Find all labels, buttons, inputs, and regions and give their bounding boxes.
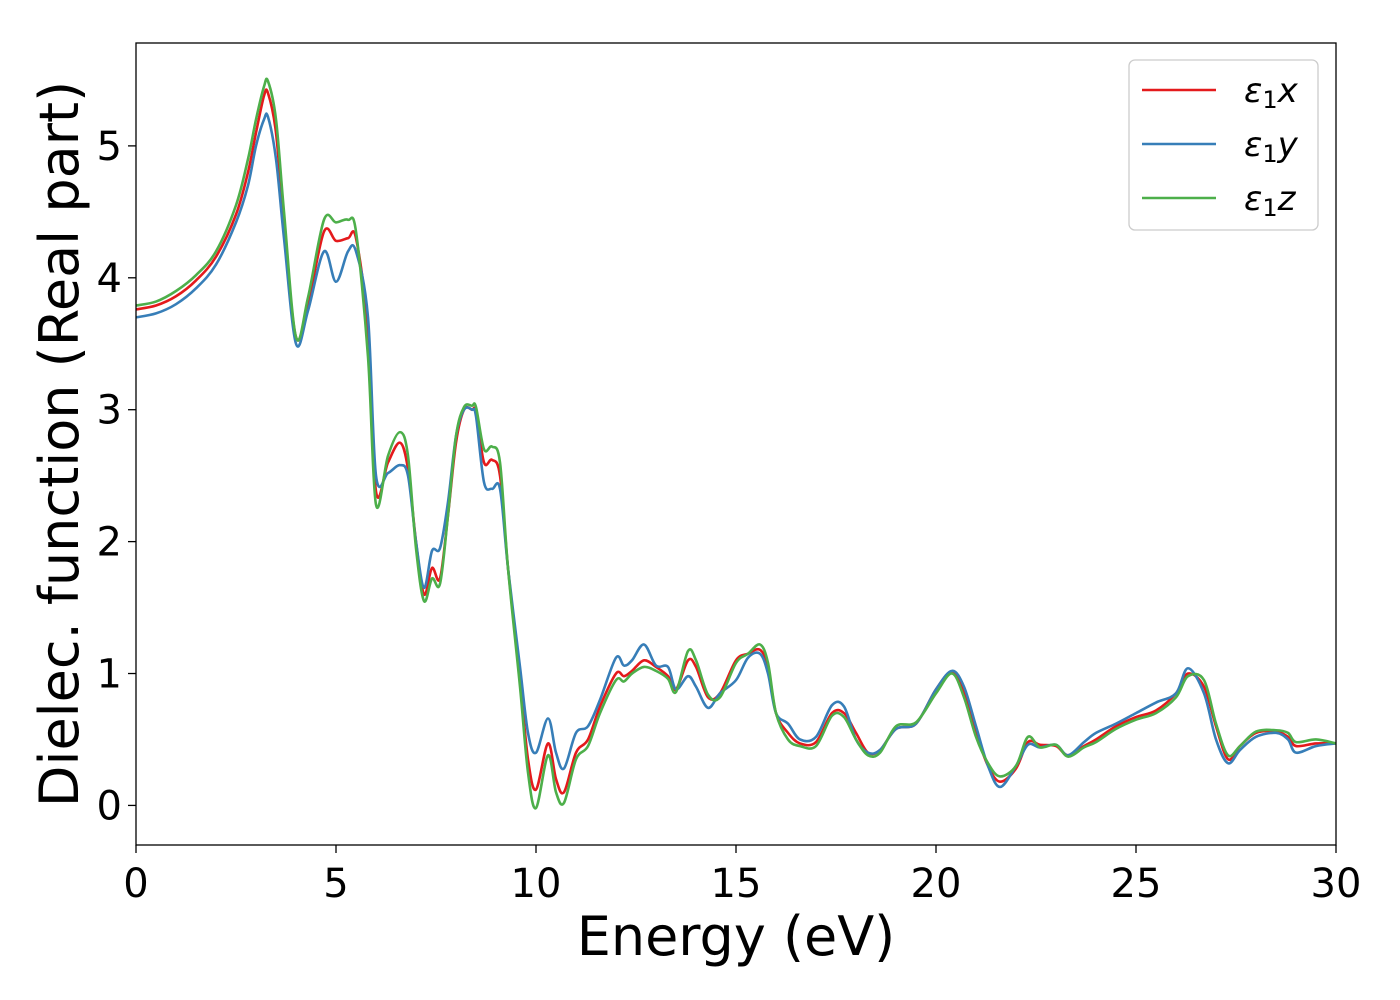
y-tick-label: 4 — [97, 256, 122, 302]
series-layer — [136, 77, 1336, 810]
y-tick-label: 0 — [97, 783, 122, 829]
legend-label-y: ε1y — [1244, 125, 1299, 168]
x-axis: 0 5 10 15 20 25 30 — [123, 845, 1361, 907]
x-tick-label: 0 — [123, 861, 148, 907]
legend-box — [1128, 59, 1319, 231]
legend-label-x: ε1x — [1244, 71, 1299, 114]
x-tick-label: 25 — [1111, 861, 1162, 907]
y-tick-label: 5 — [97, 124, 122, 170]
y-tick-label: 3 — [97, 388, 122, 434]
series-line-y — [136, 112, 1336, 789]
y-tick-label: 2 — [97, 520, 122, 566]
series-line-z — [136, 77, 1336, 810]
legend-label-z: ε1z — [1244, 179, 1297, 222]
y-tick-label: 1 — [97, 652, 122, 698]
legend: ε1x ε1y ε1z — [1128, 59, 1319, 231]
x-axis-title: Energy (eV) — [577, 905, 896, 968]
x-tick-label: 30 — [1311, 861, 1362, 907]
x-tick-label: 15 — [711, 861, 762, 907]
x-tick-label: 5 — [323, 861, 348, 907]
y-axis-title: Dielec. function (Real part) — [28, 81, 91, 807]
x-tick-label: 20 — [911, 861, 962, 907]
x-tick-label: 10 — [511, 861, 562, 907]
y-axis: 0 1 2 3 4 5 — [97, 124, 136, 829]
